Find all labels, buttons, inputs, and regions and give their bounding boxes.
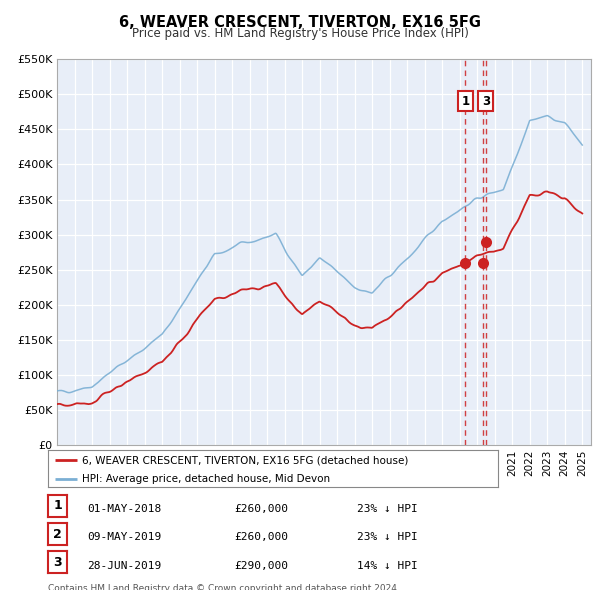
Text: 6, WEAVER CRESCENT, TIVERTON, EX16 5FG: 6, WEAVER CRESCENT, TIVERTON, EX16 5FG: [119, 15, 481, 30]
Text: 3: 3: [53, 556, 62, 569]
Text: 09-MAY-2019: 09-MAY-2019: [87, 532, 161, 542]
Text: 14% ↓ HPI: 14% ↓ HPI: [357, 560, 418, 571]
Text: 3: 3: [482, 94, 490, 107]
Text: 2: 2: [53, 527, 62, 540]
Text: 1: 1: [461, 94, 470, 107]
Text: HPI: Average price, detached house, Mid Devon: HPI: Average price, detached house, Mid …: [82, 474, 330, 484]
Text: £260,000: £260,000: [234, 532, 288, 542]
Text: 1: 1: [53, 499, 62, 512]
Text: 23% ↓ HPI: 23% ↓ HPI: [357, 532, 418, 542]
Text: Price paid vs. HM Land Registry's House Price Index (HPI): Price paid vs. HM Land Registry's House …: [131, 27, 469, 40]
Text: 23% ↓ HPI: 23% ↓ HPI: [357, 504, 418, 514]
Text: £290,000: £290,000: [234, 560, 288, 571]
Text: £260,000: £260,000: [234, 504, 288, 514]
Text: 28-JUN-2019: 28-JUN-2019: [87, 560, 161, 571]
Text: 01-MAY-2018: 01-MAY-2018: [87, 504, 161, 514]
Text: Contains HM Land Registry data © Crown copyright and database right 2024.: Contains HM Land Registry data © Crown c…: [48, 584, 400, 590]
Text: 6, WEAVER CRESCENT, TIVERTON, EX16 5FG (detached house): 6, WEAVER CRESCENT, TIVERTON, EX16 5FG (…: [82, 455, 408, 465]
